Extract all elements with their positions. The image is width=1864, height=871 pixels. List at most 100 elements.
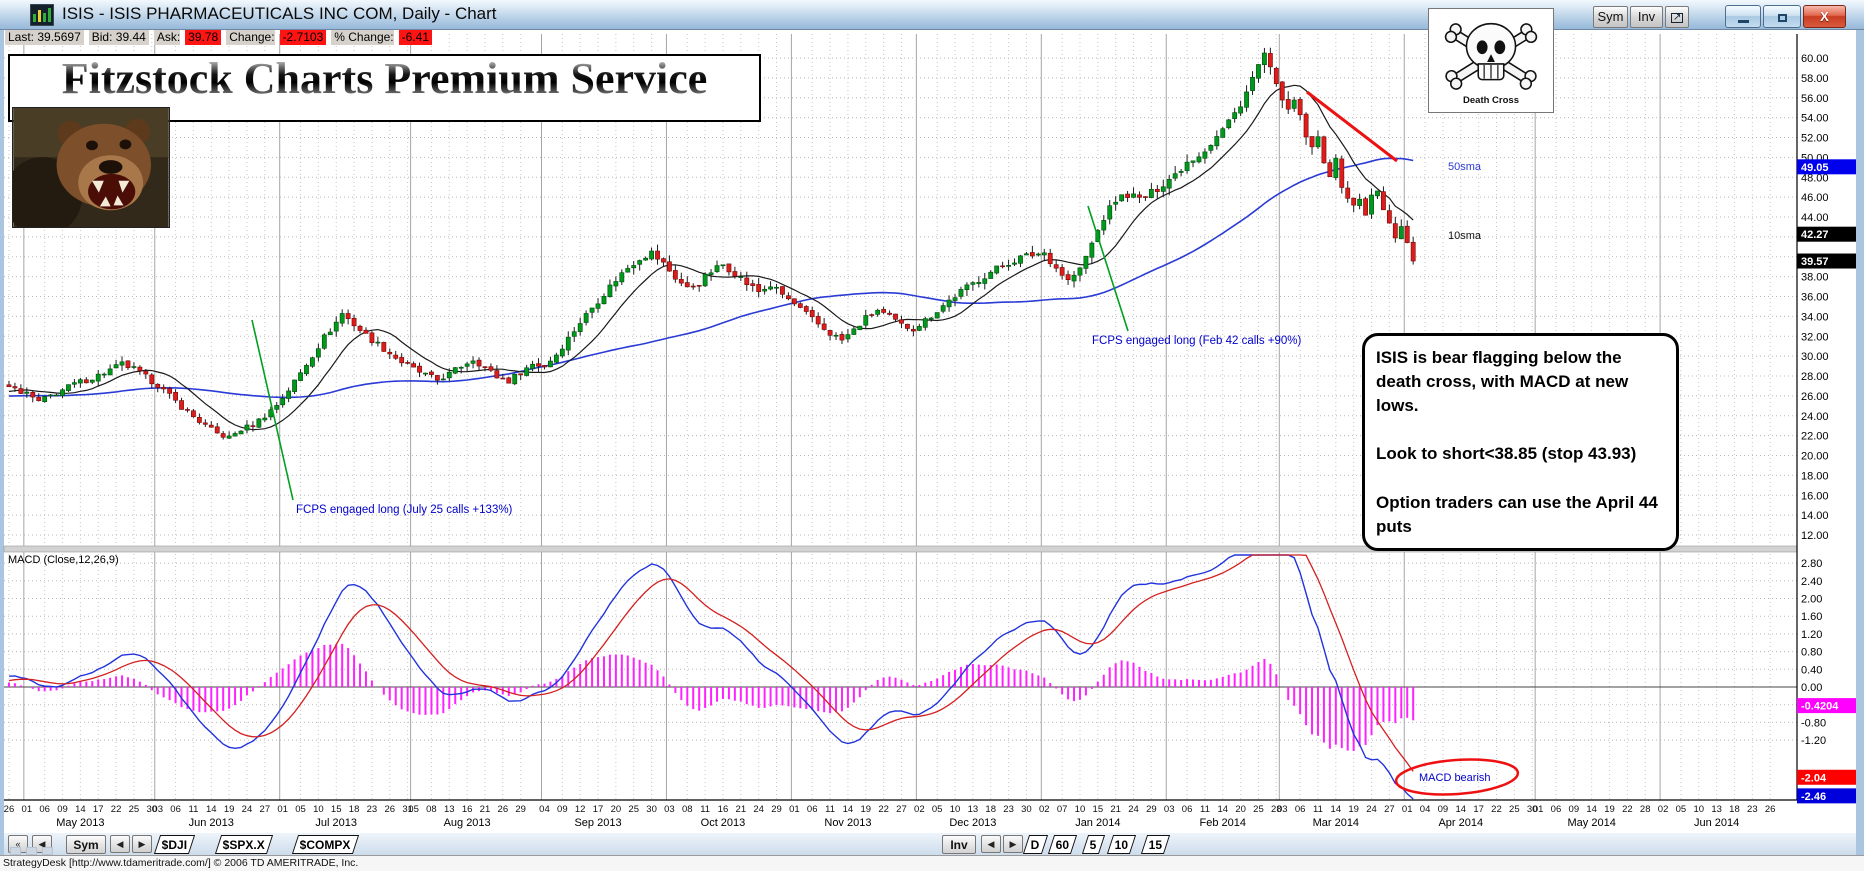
svg-text:18: 18 <box>1729 804 1740 815</box>
svg-text:58.00: 58.00 <box>1801 73 1829 85</box>
svg-text:May 2014: May 2014 <box>1568 817 1616 829</box>
svg-text:24: 24 <box>753 804 764 815</box>
quote-pct-change-label: % Change: <box>331 30 394 45</box>
symbol-tab-spxx[interactable]: $SPX.X <box>214 835 273 854</box>
symbol-prev-button[interactable]: ◀ <box>110 835 130 853</box>
svg-text:22: 22 <box>878 804 889 815</box>
svg-text:25: 25 <box>1509 804 1520 815</box>
svg-text:18: 18 <box>349 804 360 815</box>
svg-text:14: 14 <box>206 804 217 815</box>
svg-text:26.00: 26.00 <box>1801 391 1829 403</box>
svg-text:29: 29 <box>771 804 782 815</box>
symbol-tab-dji[interactable]: $DJI <box>153 835 196 854</box>
interval-prev-button[interactable]: ◀ <box>981 835 1001 853</box>
svg-text:11: 11 <box>188 804 198 815</box>
svg-text:10: 10 <box>950 804 961 815</box>
svg-text:27: 27 <box>896 804 907 815</box>
svg-text:19: 19 <box>1348 804 1359 815</box>
maximize-button[interactable] <box>1763 5 1801 28</box>
svg-text:24.00: 24.00 <box>1801 411 1829 423</box>
svg-text:05: 05 <box>1676 804 1687 815</box>
svg-text:16: 16 <box>462 804 473 815</box>
svg-text:12: 12 <box>575 804 586 815</box>
sym-button[interactable]: Sym <box>1593 6 1628 28</box>
svg-text:11: 11 <box>1313 804 1323 815</box>
svg-text:10: 10 <box>1693 804 1704 815</box>
interval-tab-10[interactable]: 10 <box>1106 835 1137 854</box>
svg-text:24: 24 <box>242 804 253 815</box>
svg-text:14: 14 <box>75 804 86 815</box>
svg-text:19: 19 <box>1604 804 1615 815</box>
inv-tab-button[interactable]: Inv <box>942 835 976 854</box>
svg-text:25: 25 <box>129 804 140 815</box>
analysis-note-box[interactable]: ISIS is bear flagging below the death cr… <box>1362 333 1679 551</box>
svg-text:29: 29 <box>515 804 526 815</box>
popout-icon[interactable] <box>1665 6 1689 28</box>
svg-text:60.00: 60.00 <box>1801 53 1829 65</box>
svg-text:21: 21 <box>1110 804 1121 815</box>
svg-text:27: 27 <box>1384 804 1395 815</box>
quote-ask-label: Ask: <box>153 30 181 45</box>
svg-text:26: 26 <box>4 804 15 815</box>
close-button[interactable]: X <box>1803 5 1846 28</box>
svg-text:26: 26 <box>498 804 509 815</box>
svg-text:18: 18 <box>985 804 996 815</box>
svg-text:02: 02 <box>914 804 925 815</box>
svg-text:24: 24 <box>1366 804 1377 815</box>
interval-tab-15[interactable]: 15 <box>1140 835 1171 854</box>
svg-text:Aug 2013: Aug 2013 <box>444 817 491 829</box>
interval-tab-d[interactable]: D <box>1022 835 1048 854</box>
svg-text:2.80: 2.80 <box>1801 558 1822 570</box>
quote-change-label: Change: <box>226 30 275 45</box>
chart-annotations: FCPS engaged long (July 25 calls +133%) F… <box>251 90 1520 796</box>
svg-text:03: 03 <box>152 804 163 815</box>
svg-text:10sma: 10sma <box>1448 230 1482 242</box>
svg-text:16: 16 <box>718 804 729 815</box>
svg-text:32.00: 32.00 <box>1801 331 1829 343</box>
svg-text:2.00: 2.00 <box>1801 594 1822 606</box>
interval-next-button[interactable]: ▶ <box>1003 835 1023 853</box>
svg-text:22: 22 <box>1622 804 1633 815</box>
minimize-button[interactable] <box>1725 5 1761 28</box>
svg-text:24: 24 <box>1128 804 1139 815</box>
note-para-3: Option traders can use the April 44 puts <box>1376 492 1658 536</box>
svg-text:29: 29 <box>1146 804 1157 815</box>
svg-text:54.00: 54.00 <box>1801 113 1829 125</box>
svg-text:52.00: 52.00 <box>1801 133 1829 145</box>
symbol-tab-compx[interactable]: $COMPX <box>291 835 359 854</box>
svg-text:05: 05 <box>408 804 419 815</box>
svg-text:06: 06 <box>1551 804 1562 815</box>
svg-text:26: 26 <box>1765 804 1776 815</box>
svg-text:11: 11 <box>700 804 710 815</box>
svg-text:39.57: 39.57 <box>1801 256 1829 268</box>
svg-text:13: 13 <box>1711 804 1722 815</box>
quote-bar: Last: 39.5697 Bid: 39.44 Ask: 39.78 Chang… <box>5 30 432 45</box>
svg-text:-0.4204: -0.4204 <box>1801 701 1839 713</box>
interval-tab-5[interactable]: 5 <box>1081 835 1105 854</box>
svg-text:19: 19 <box>224 804 235 815</box>
symbol-tab-compx-label: $COMPX <box>299 838 351 852</box>
svg-text:15: 15 <box>331 804 342 815</box>
quote-ask-value: 39.78 <box>185 30 222 45</box>
symbol-next-button[interactable]: ▶ <box>132 835 152 853</box>
svg-text:13: 13 <box>968 804 979 815</box>
sym-tab-button[interactable]: Sym <box>66 835 106 854</box>
interval-tab-60-label: 60 <box>1055 838 1070 852</box>
svg-text:17: 17 <box>93 804 104 815</box>
interval-tab-10-label: 10 <box>1114 838 1129 852</box>
svg-text:09: 09 <box>1438 804 1449 815</box>
window-titlebar: ISIS - ISIS PHARMACEUTICALS INC COM, Dai… <box>0 0 1864 30</box>
svg-text:19: 19 <box>860 804 871 815</box>
svg-text:03: 03 <box>664 804 675 815</box>
svg-text:0.00: 0.00 <box>1801 682 1822 694</box>
inv-button[interactable]: Inv <box>1630 6 1663 28</box>
svg-text:26: 26 <box>384 804 395 815</box>
svg-text:14: 14 <box>1217 804 1228 815</box>
svg-text:06: 06 <box>39 804 50 815</box>
svg-text:34.00: 34.00 <box>1801 311 1829 323</box>
bear-image <box>3 107 170 236</box>
svg-text:Oct 2013: Oct 2013 <box>701 817 746 829</box>
interval-tab-60[interactable]: 60 <box>1047 835 1078 854</box>
status-bar-text: StrategyDesk [http://www.tdameritrade.co… <box>3 857 359 869</box>
svg-text:2.40: 2.40 <box>1801 576 1822 588</box>
